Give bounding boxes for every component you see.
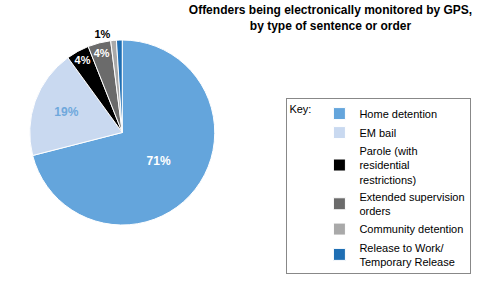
svg-text:Offenders being electronically: Offenders being electronically monitored…	[189, 3, 472, 33]
svg-text:1%: 1%	[94, 28, 110, 40]
svg-text:4%: 4%	[75, 54, 91, 66]
svg-text:Parole (withresidentialrestric: Parole (withresidentialrestrictions)	[359, 145, 417, 186]
svg-text:4%: 4%	[94, 47, 110, 59]
svg-text:71%: 71%	[147, 154, 171, 168]
svg-text:Release to Work/Temporary Rele: Release to Work/Temporary Release	[359, 242, 454, 268]
svg-text:Key:: Key:	[289, 103, 311, 115]
svg-text:Home detention: Home detention	[359, 108, 437, 120]
svg-text:Community detention: Community detention	[359, 223, 463, 235]
svg-text:Extended supervisionorders: Extended supervisionorders	[359, 191, 464, 217]
svg-text:EM bail: EM bail	[359, 127, 396, 139]
svg-text:19%: 19%	[54, 105, 78, 119]
